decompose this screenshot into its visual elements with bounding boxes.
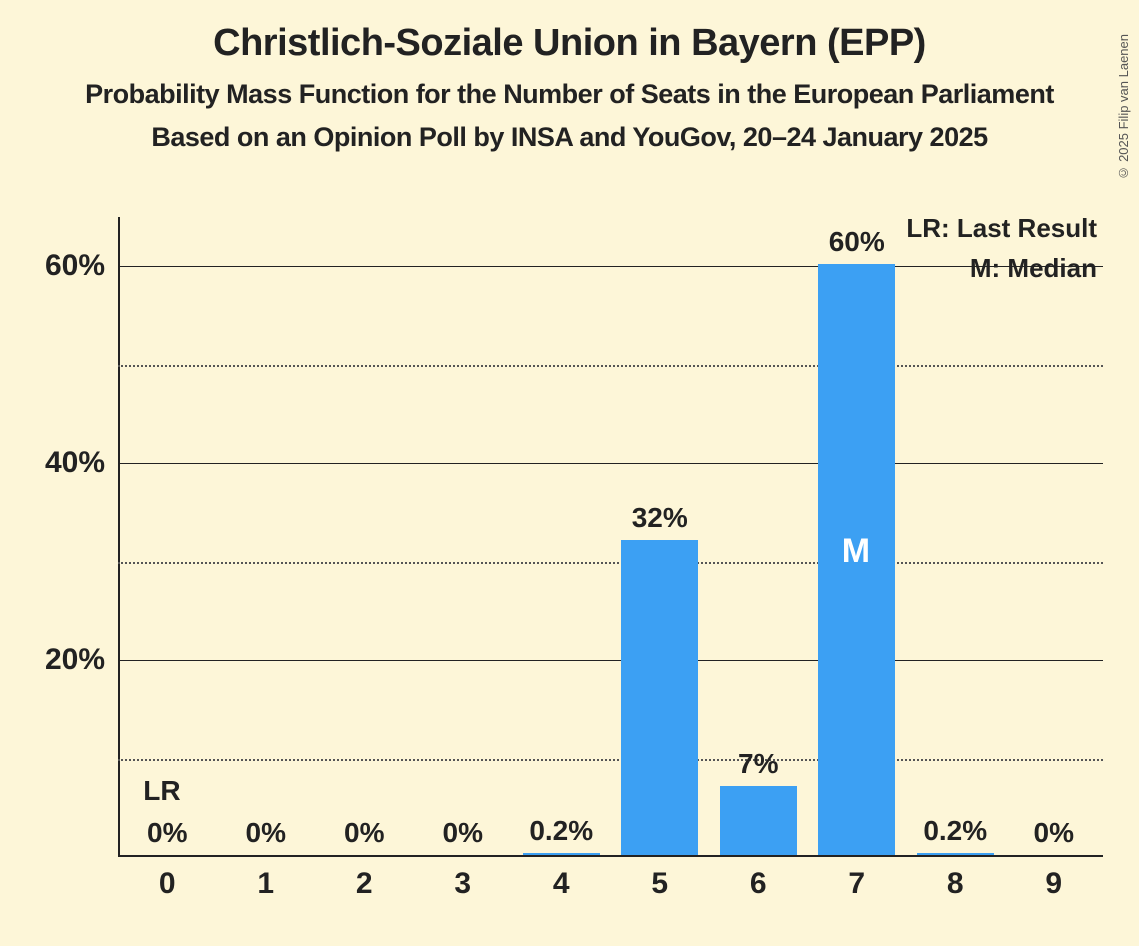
bar-value-label: 0.2% <box>906 815 1004 847</box>
x-tick-label: 3 <box>443 867 483 901</box>
bar-value-label: 60% <box>808 226 906 258</box>
bar <box>917 853 994 855</box>
bar-value-label: 7% <box>709 748 807 780</box>
gridline-minor <box>118 562 1103 564</box>
gridline-major <box>118 266 1103 267</box>
median-annotation: M <box>842 532 870 571</box>
x-tick-label: 7 <box>837 867 877 901</box>
x-tick-label: 2 <box>344 867 384 901</box>
copyright-text: © 2025 Filip van Laenen <box>1116 34 1131 181</box>
bar-value-label: 0% <box>1005 817 1103 849</box>
bar-value-label: 0% <box>118 817 216 849</box>
bar <box>523 853 600 855</box>
chart-plot-area: 20%40%60%0%00%10%20%30.2%432%57%660%70.2… <box>118 217 1103 857</box>
x-tick-label: 5 <box>640 867 680 901</box>
legend-lr: LR: Last Result <box>906 213 1097 244</box>
lr-annotation: LR <box>143 775 180 807</box>
x-tick-label: 1 <box>246 867 286 901</box>
chart-subtitle-1: Probability Mass Function for the Number… <box>0 79 1139 110</box>
bar <box>621 540 698 855</box>
bar <box>720 786 797 855</box>
y-axis <box>118 217 120 857</box>
x-tick-label: 8 <box>935 867 975 901</box>
chart-title: Christlich-Soziale Union in Bayern (EPP) <box>0 22 1139 65</box>
gridline-major <box>118 660 1103 661</box>
y-tick-label: 20% <box>25 643 105 677</box>
legend-m: M: Median <box>970 253 1097 284</box>
gridline-minor <box>118 365 1103 367</box>
x-axis <box>118 855 1103 857</box>
chart-subtitle-2: Based on an Opinion Poll by INSA and You… <box>0 122 1139 153</box>
gridline-major <box>118 463 1103 464</box>
bar-value-label: 32% <box>611 502 709 534</box>
bar-value-label: 0.2% <box>512 815 610 847</box>
x-tick-label: 6 <box>738 867 778 901</box>
y-tick-label: 40% <box>25 446 105 480</box>
bar-value-label: 0% <box>217 817 315 849</box>
bar-value-label: 0% <box>414 817 512 849</box>
x-tick-label: 4 <box>541 867 581 901</box>
bar-value-label: 0% <box>315 817 413 849</box>
x-tick-label: 0 <box>147 867 187 901</box>
x-tick-label: 9 <box>1034 867 1074 901</box>
y-tick-label: 60% <box>25 249 105 283</box>
gridline-minor <box>118 759 1103 761</box>
